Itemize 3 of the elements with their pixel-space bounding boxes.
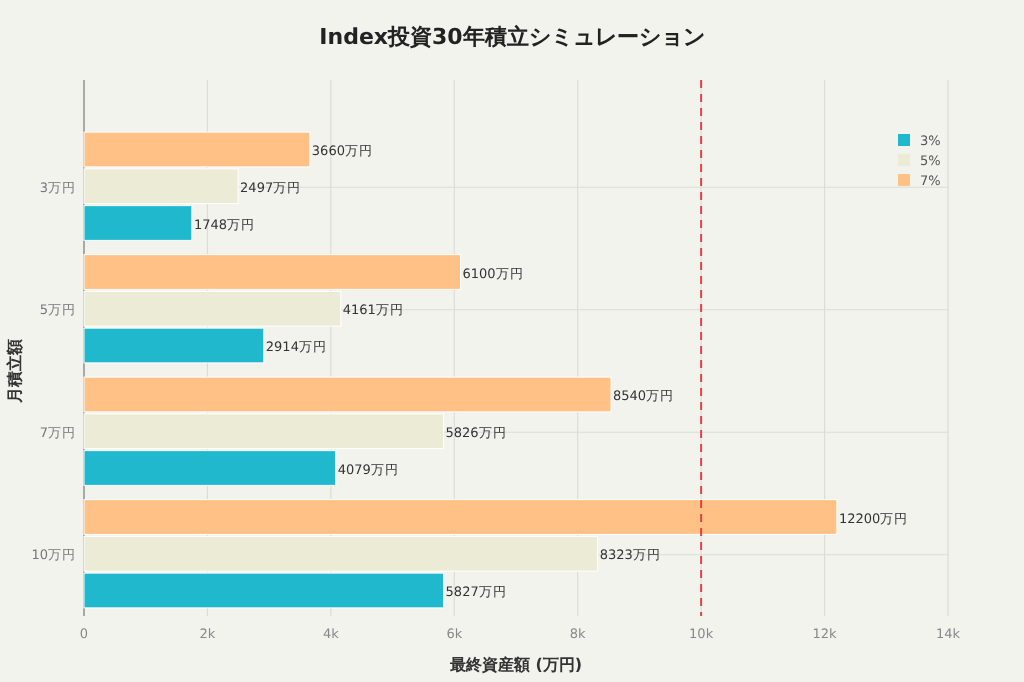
- y-axis-title: 月積立額: [4, 339, 24, 405]
- x-axis-title: 最終資産額 (万円): [447, 654, 583, 674]
- chart-title: Index投資30年積立シミュレーション: [319, 24, 705, 50]
